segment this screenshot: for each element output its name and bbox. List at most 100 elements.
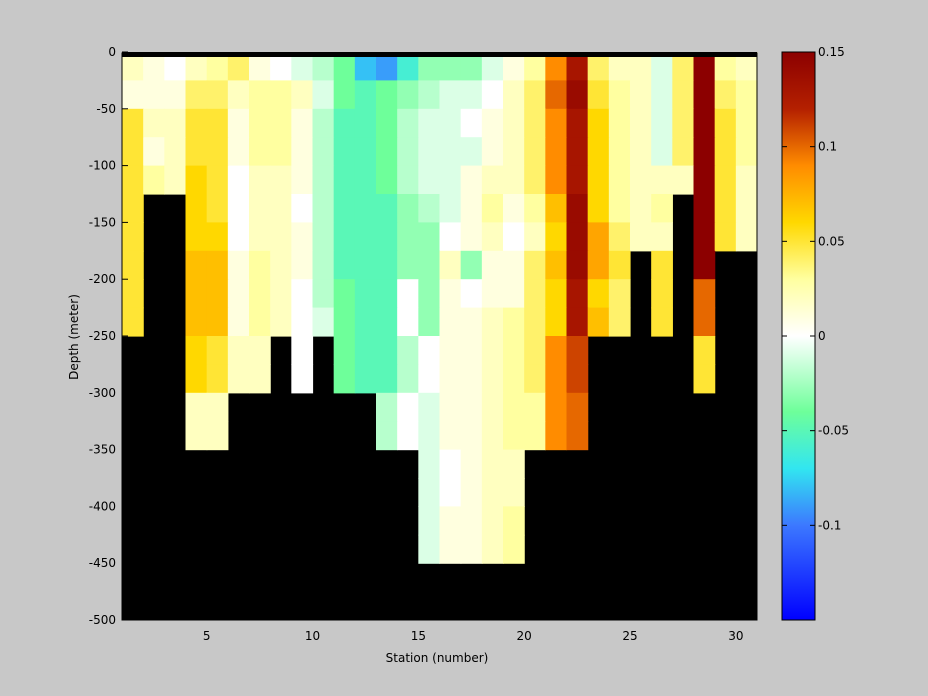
heatmap-cell: [693, 194, 716, 223]
heatmap-cell: [397, 222, 419, 252]
heatmap-cell: [312, 165, 335, 195]
heatmap-cell: [185, 421, 208, 451]
heatmap-cell: [227, 137, 250, 167]
heatmap-cell: [354, 137, 377, 167]
heatmap-cell: [354, 307, 377, 337]
x-axis-ticks: 5 10 15 20 25 30: [203, 614, 743, 643]
heatmap-cell: [418, 52, 441, 81]
heatmap-cell: [312, 250, 335, 280]
plot-area: [121, 52, 758, 621]
heatmap-cell: [418, 506, 441, 536]
heatmap-cell: [503, 478, 525, 507]
heatmap-cell: [227, 307, 250, 337]
heatmap-cell: [354, 279, 377, 309]
heatmap-cell: [376, 336, 398, 365]
heatmap-cell: [460, 307, 483, 337]
heatmap-cell: [608, 52, 631, 81]
heatmap-cell: [481, 534, 504, 564]
heatmap-cell: [439, 364, 462, 394]
heatmap-cell: [630, 194, 652, 223]
heatmap-cell: [206, 137, 229, 167]
colorbar-gradient: [781, 51, 816, 621]
heatmap-cell: [693, 222, 716, 252]
heatmap-cell: [524, 194, 546, 223]
surface-line: [122, 52, 757, 57]
heatmap-cell: [376, 279, 398, 309]
heatmap-cell: [122, 194, 144, 223]
heatmap-cell: [122, 222, 144, 252]
heatmap-cell: [545, 194, 568, 223]
heatmap-cell: [291, 307, 314, 337]
heatmap-cell: [143, 80, 165, 110]
heatmap-cell: [376, 222, 398, 252]
heatmap-cell: [608, 279, 631, 309]
colorbar-tick-label: 0.1: [818, 140, 837, 154]
heatmap-cell: [460, 506, 483, 536]
heatmap-cell: [651, 307, 673, 337]
heatmap-cell: [545, 364, 568, 394]
heatmap-cell: [333, 222, 356, 252]
heatmap-cell: [227, 279, 250, 309]
heatmap-cell: [460, 165, 483, 195]
heatmap-cell: [566, 137, 589, 167]
y-tick-label: -50: [96, 102, 116, 116]
heatmap-cell: [566, 250, 589, 280]
heatmap-cell: [376, 80, 398, 110]
heatmap-cell: [714, 108, 737, 138]
heatmap-cell: [566, 307, 589, 337]
heatmap-cell: [672, 108, 695, 138]
heatmap-cell: [418, 250, 441, 280]
x-tick-label: 25: [622, 629, 637, 643]
heatmap-cell: [227, 165, 250, 195]
heatmap-cell: [249, 137, 271, 167]
heatmap-cell: [333, 165, 356, 195]
x-axis-label: Station (number): [386, 651, 489, 665]
heatmap-cell: [651, 52, 673, 81]
heatmap-cell: [291, 194, 314, 223]
heatmap-cell: [397, 336, 419, 365]
heatmap-cell: [566, 421, 589, 451]
heatmap-cell: [693, 80, 716, 110]
heatmap-cell: [439, 449, 462, 479]
heatmap-cell: [185, 52, 208, 81]
y-axis-label: Depth (meter): [67, 294, 81, 380]
y-tick-label: -200: [89, 272, 116, 286]
heatmap-cell: [185, 364, 208, 394]
heatmap-cell: [481, 307, 504, 337]
heatmap-cell: [439, 194, 462, 223]
heatmap-cell: [481, 137, 504, 167]
heatmap-cell: [545, 421, 568, 451]
heatmap-cell: [270, 137, 292, 167]
heatmap-cell: [651, 279, 673, 309]
heatmap-cell: [587, 108, 610, 138]
heatmap-cell: [481, 279, 504, 309]
heatmap-cell: [418, 534, 441, 564]
heatmap-cell: [227, 80, 250, 110]
heatmap-cell: [460, 52, 483, 81]
heatmap-cell: [651, 165, 673, 195]
heatmap-cell: [249, 52, 271, 81]
heatmap-cell: [503, 364, 525, 394]
heatmap-cell: [545, 250, 568, 280]
heatmap-cell: [545, 80, 568, 110]
heatmap-cell: [481, 52, 504, 81]
heatmap-cell: [333, 194, 356, 223]
heatmap-cell: [312, 222, 335, 252]
heatmap-cell: [481, 421, 504, 451]
heatmap-cell: [439, 506, 462, 536]
heatmap-cell: [481, 449, 504, 479]
heatmap-cell: [460, 392, 483, 422]
heatmap-cell: [481, 108, 504, 138]
heatmap-cell: [693, 336, 716, 365]
heatmap-cell: [354, 250, 377, 280]
heatmap-cell: [354, 194, 377, 223]
heatmap-cell: [608, 108, 631, 138]
heatmap-cell: [227, 250, 250, 280]
x-tick-label: 10: [305, 629, 320, 643]
heatmap-cell: [354, 336, 377, 365]
colorbar-tick-label: -0.1: [818, 518, 841, 532]
heatmap-cell: [651, 80, 673, 110]
heatmap-cell: [439, 534, 462, 564]
heatmap-cell: [735, 165, 758, 195]
heatmap-cell: [333, 52, 356, 81]
